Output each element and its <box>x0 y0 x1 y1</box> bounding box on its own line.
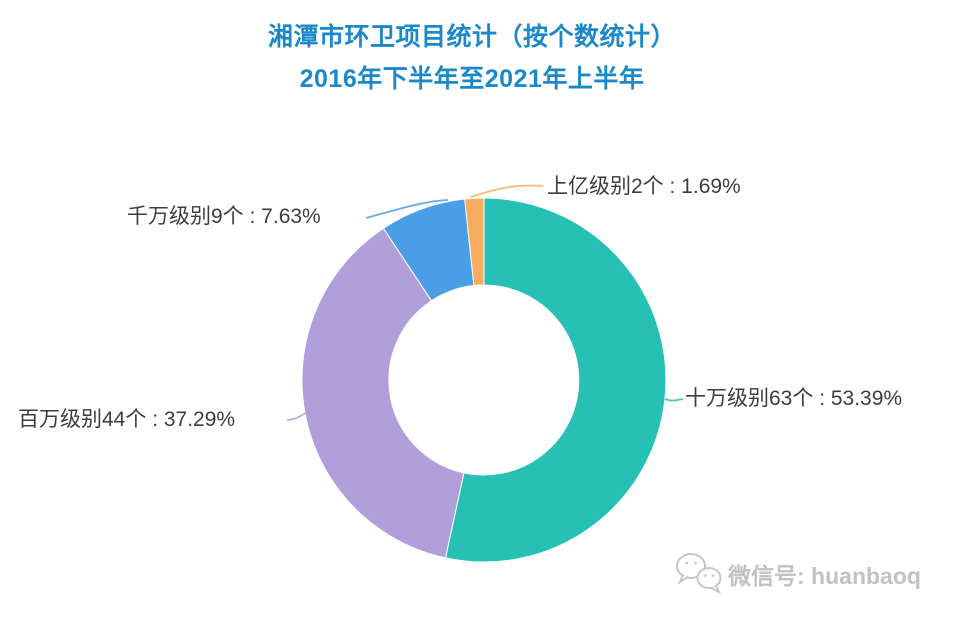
leader-line-千万级别 <box>365 199 449 219</box>
donut-slice-上亿级别 <box>464 197 485 287</box>
chart-title: 湘潭市环卫项目统计（按个数统计） <box>267 23 676 51</box>
slice-label-baiwan: 百万级别44个 : 37.29% <box>18 408 236 431</box>
slice-label-shangyi: 上亿级别2个 : 1.69% <box>547 175 741 198</box>
slice-label-shiwan: 十万级别63个 : 53.39% <box>685 387 903 410</box>
leader-line-十万级别 <box>664 398 684 402</box>
wechat-icon <box>676 553 722 595</box>
leader-line-上亿级别 <box>470 184 544 198</box>
slice-label-qianwan: 千万级别9个 : 7.63% <box>127 205 321 228</box>
donut-slice-十万级别 <box>444 197 667 563</box>
donut-slice-百万级别 <box>301 227 465 559</box>
title-block: 湘潭市环卫项目统计（按个数统计） 2016年下半年至2021年上半年 <box>0 16 952 100</box>
leader-line-百万级别 <box>286 412 307 421</box>
chart-subtitle: 2016年下半年至2021年上半年 <box>299 65 645 93</box>
watermark-text: 微信号: huanbaoq <box>728 563 921 589</box>
watermark: 微信号: huanbaoq <box>674 550 921 598</box>
